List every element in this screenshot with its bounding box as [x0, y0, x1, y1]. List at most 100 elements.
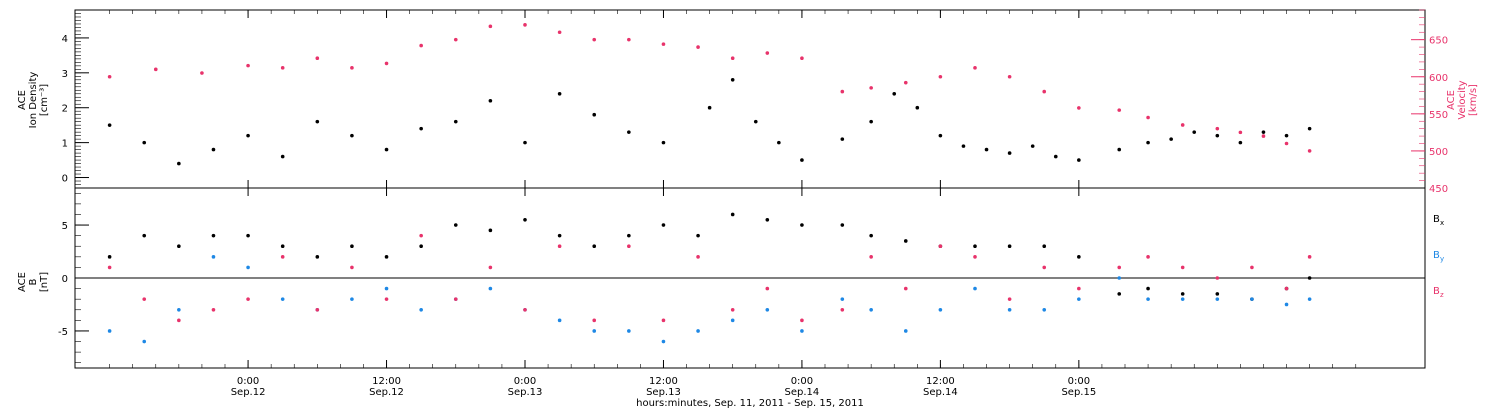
by-point — [765, 307, 770, 312]
density-point — [211, 147, 216, 152]
bx-point — [730, 212, 735, 217]
velocity-point — [1261, 134, 1266, 138]
bx-point — [419, 244, 423, 249]
velocity-point — [1238, 130, 1243, 135]
bz-point — [315, 307, 320, 312]
bx-point — [840, 223, 845, 227]
bx-point — [350, 244, 354, 249]
density-point — [350, 133, 354, 138]
by-point — [557, 318, 562, 323]
bz-point — [107, 265, 112, 270]
field-ylabel-line1: ACE — [17, 272, 28, 292]
density-point — [1192, 130, 1197, 134]
by-point — [350, 297, 354, 301]
density-point — [869, 119, 873, 124]
velocity-point — [903, 80, 908, 85]
velocity-point — [1146, 115, 1150, 120]
density-velocity-panel: 0 1 2 3 4 450 500 550 600 650 ACE Ion Density [c… — [17, 9, 1479, 195]
bx-point — [488, 228, 493, 233]
by-point — [384, 286, 389, 291]
date-tick-label: Sep.13 — [646, 387, 681, 398]
bz-point — [1077, 286, 1081, 291]
bx-point — [107, 255, 112, 259]
density-point — [1146, 140, 1150, 145]
velocity-point — [107, 74, 112, 79]
field-tick-label: 5 — [62, 221, 68, 232]
density-point — [1077, 158, 1081, 162]
velocity-point — [592, 37, 597, 42]
density-point — [1030, 144, 1035, 148]
density-point — [384, 147, 389, 152]
density-point — [488, 98, 493, 103]
by-point — [177, 307, 181, 312]
velocity-point — [557, 30, 562, 35]
legend-sub-x: x — [1440, 219, 1444, 227]
by-point — [938, 307, 943, 312]
by-point — [973, 286, 977, 291]
bz-point — [142, 297, 147, 301]
by-point — [107, 329, 112, 333]
by-point — [246, 265, 250, 270]
date-tick-label: Sep.12 — [369, 387, 404, 398]
bz-point — [246, 297, 250, 301]
legend-sub-z: z — [1440, 291, 1444, 299]
bx-point — [800, 223, 804, 227]
bx-point — [1146, 286, 1150, 291]
bz-point — [1180, 265, 1185, 270]
velocity-tick-label: 600 — [1429, 73, 1448, 84]
density-point — [777, 140, 781, 145]
bx-point — [557, 233, 562, 238]
by-point — [1117, 276, 1122, 280]
velocity-point — [1180, 123, 1185, 127]
density-point — [107, 123, 112, 127]
velocity-point — [1077, 106, 1081, 110]
bz-point — [973, 255, 977, 259]
bz-point — [730, 307, 735, 312]
bz-point — [938, 244, 943, 249]
density-point — [1215, 133, 1220, 138]
by-point — [903, 329, 908, 333]
velocity-ylabel-line3: [km/s] — [1468, 84, 1479, 116]
density-point — [1238, 140, 1243, 145]
by-point — [1215, 297, 1220, 301]
density-tick-label: 1 — [62, 139, 68, 150]
velocity-tick-label: 500 — [1429, 147, 1448, 158]
bz-point — [419, 233, 423, 238]
velocity-point — [200, 71, 204, 75]
density-point — [1169, 137, 1173, 141]
bx-point — [453, 223, 458, 227]
bx-point — [142, 233, 147, 238]
velocity-point — [453, 37, 458, 42]
density-point — [1117, 147, 1122, 152]
legend-sub-y: y — [1440, 255, 1444, 263]
time-tick-label: 0:00 — [237, 376, 259, 387]
density-point — [523, 140, 527, 145]
density-ylabel-line1: ACE — [17, 90, 28, 110]
velocity-point — [315, 56, 320, 61]
density-ylabel-line3: [cm⁻³] — [39, 84, 50, 116]
time-tick-label: 12:00 — [372, 376, 401, 387]
bz-point — [1215, 276, 1220, 280]
by-point — [1007, 307, 1012, 312]
legend-label-z: B — [1433, 286, 1440, 297]
density-point — [453, 119, 458, 124]
time-tick-label: 0:00 — [791, 376, 813, 387]
time-axis: 0:00Sep.1212:00Sep.120:00Sep.1312:00Sep.… — [109, 10, 1357, 398]
time-tick-label: 0:00 — [1068, 376, 1090, 387]
bz-point — [1117, 265, 1122, 270]
velocity-point — [1284, 141, 1289, 146]
density-panel-frame — [74, 9, 1426, 189]
velocity-point — [869, 86, 873, 90]
date-tick-label: Sep.12 — [231, 387, 266, 398]
density-point — [142, 140, 147, 145]
velocity-tick-label: 650 — [1429, 36, 1448, 47]
density-point — [800, 158, 804, 162]
bx-point — [384, 255, 389, 259]
bx-point — [1180, 292, 1185, 296]
velocity-point — [153, 67, 158, 72]
bz-point — [1146, 255, 1150, 259]
by-point — [488, 286, 493, 291]
time-tick-label: 12:00 — [926, 376, 955, 387]
density-point — [1053, 154, 1058, 159]
